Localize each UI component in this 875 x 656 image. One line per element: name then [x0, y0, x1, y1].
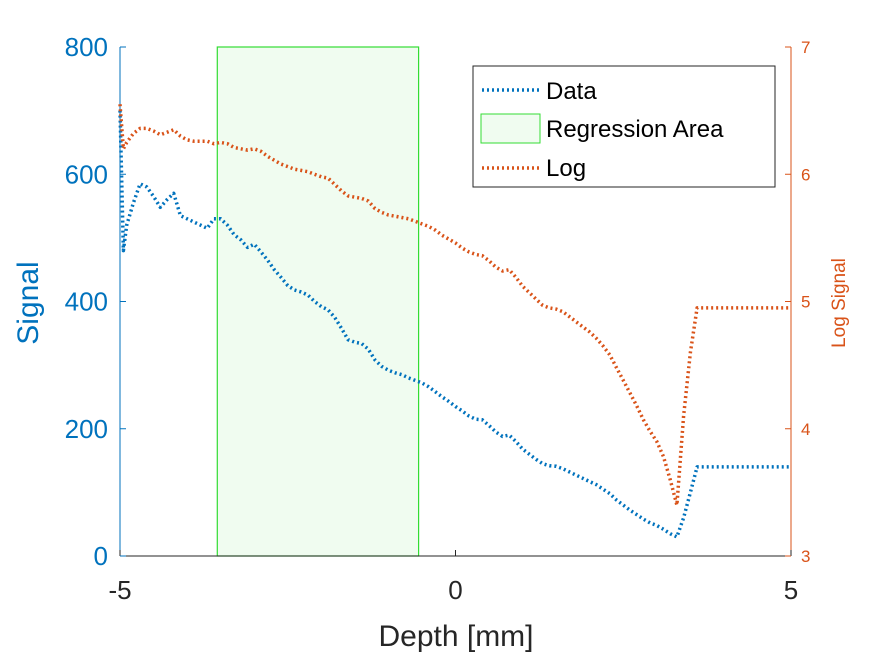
y-tick-label-right: 3 — [801, 547, 810, 566]
x-axis-label: Depth [mm] — [378, 620, 533, 653]
y-tick-label-left: 600 — [65, 159, 108, 189]
x-tick-label: 0 — [448, 575, 462, 605]
x-tick-label: -5 — [108, 575, 131, 605]
y-tick-label-right: 4 — [801, 420, 810, 439]
y-tick-label-left: 800 — [65, 32, 108, 62]
y-axis-label-right: Log Signal — [829, 258, 850, 348]
legend-label-log: Log — [546, 155, 586, 182]
y-tick-label-right: 7 — [801, 38, 810, 57]
y-axis-label-left: Signal — [12, 261, 45, 344]
legend: Data Regression Area Log — [472, 65, 776, 188]
y-tick-label-left: 0 — [94, 541, 108, 571]
regression-area — [216, 46, 420, 557]
legend-label-data: Data — [546, 78, 597, 105]
x-tick-label: 5 — [784, 575, 798, 605]
y-tick-label-left: 200 — [65, 414, 108, 444]
y-tick-label-right: 6 — [801, 165, 810, 184]
y-tick-label-right: 5 — [801, 293, 810, 312]
y-tick-label-left: 400 — [65, 287, 108, 317]
series-line-log — [118, 104, 791, 507]
legend-swatch-regression-area — [480, 113, 541, 144]
legend-label-regression-area: Regression Area — [546, 116, 724, 143]
